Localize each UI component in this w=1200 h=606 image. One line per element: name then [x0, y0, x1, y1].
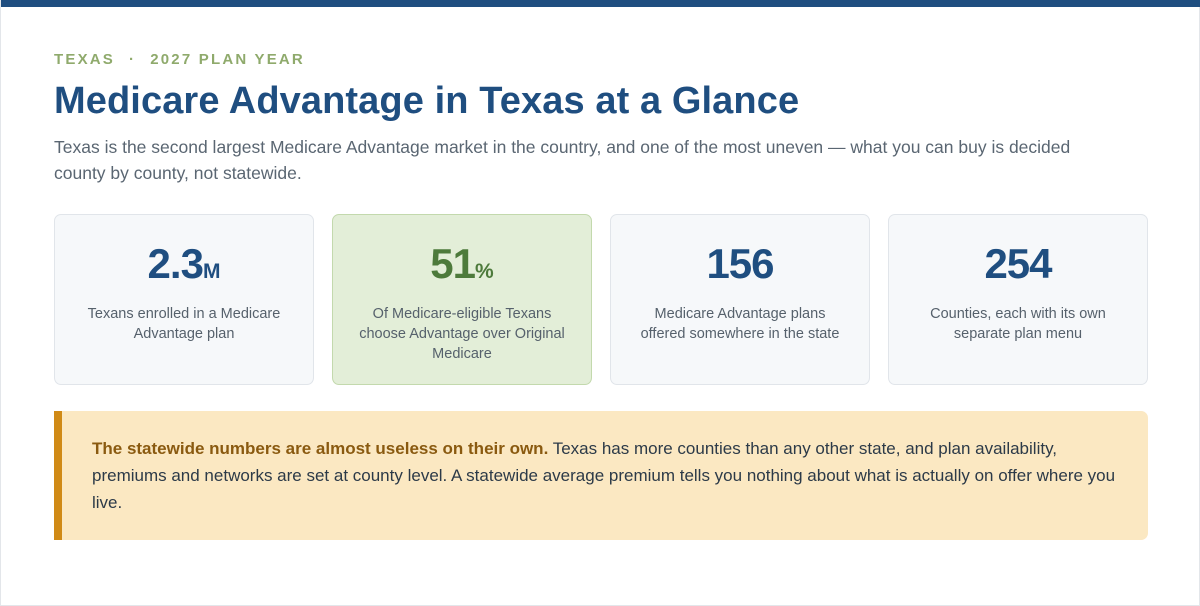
stat-value: 51% — [333, 239, 591, 297]
stat-label: Counties, each with its own separate pla… — [930, 306, 1106, 342]
stat-cards: 2.3M Texans enrolled in a Medicare Advan… — [54, 214, 1148, 385]
lead-paragraph: Texas is the second largest Medicare Adv… — [54, 137, 1071, 183]
stat-value: 156 — [611, 239, 869, 297]
stat-card-enrolled: 2.3M Texans enrolled in a Medicare Advan… — [54, 214, 314, 385]
page-title: Medicare Advantage in Texas at a Glance — [54, 80, 800, 122]
stat-card-share: 51% Of Medicare-eligible Texans choose A… — [332, 214, 592, 385]
stat-number: 51 — [430, 240, 476, 287]
eyebrow: TEXAS · 2027 PLAN YEAR — [54, 50, 1148, 68]
stat-unit: % — [475, 260, 494, 283]
eyebrow-state: TEXAS — [54, 50, 116, 68]
callout-heading: The statewide numbers are almost useless… — [92, 439, 549, 458]
callout-text: Texas has more counties than any other s… — [92, 439, 1116, 512]
stat-number: 254 — [984, 240, 1052, 287]
stat-label: Of Medicare-eligible Texans choose Advan… — [359, 306, 565, 362]
top-accent-bar — [1, 0, 1200, 7]
callout-note: The statewide numbers are almost useless… — [54, 411, 1148, 540]
stat-number: 2.3 — [147, 240, 204, 287]
eyebrow-year: 2027 PLAN YEAR — [150, 50, 305, 68]
main-content: TEXAS · 2027 PLAN YEAR Medicare Advantag… — [54, 50, 1148, 540]
stat-number: 156 — [706, 240, 774, 287]
stat-label: Texans enrolled in a Medicare Advantage … — [87, 306, 281, 342]
stat-label: Medicare Advantage plans offered somewhe… — [640, 306, 840, 342]
eyebrow-separator: · — [129, 50, 137, 68]
stat-unit: M — [202, 260, 221, 283]
stat-value: 254 — [889, 239, 1147, 297]
stat-card-plans: 156 Medicare Advantage plans offered som… — [610, 214, 870, 385]
stat-card-counties: 254 Counties, each with its own separate… — [888, 214, 1148, 385]
stat-value: 2.3M — [55, 239, 313, 297]
